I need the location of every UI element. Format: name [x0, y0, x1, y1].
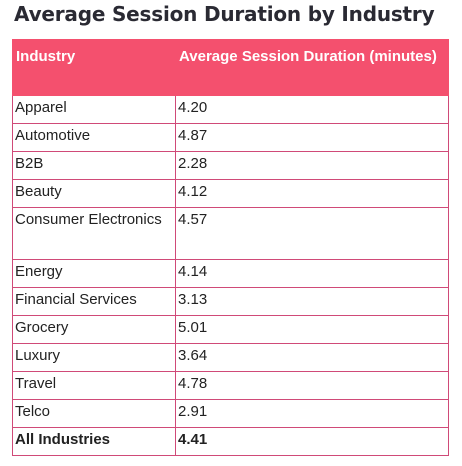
- table-total-row: All Industries 4.41: [12, 427, 449, 456]
- table-row: Consumer Electronics 4.57: [12, 207, 449, 260]
- duration-cell: 2.28: [175, 151, 449, 180]
- industry-cell-total: All Industries: [12, 427, 176, 456]
- industry-cell: Luxury: [12, 343, 176, 372]
- industry-cell: Telco: [12, 399, 176, 428]
- table-row: Automotive 4.87: [12, 123, 449, 152]
- duration-cell-total: 4.41: [175, 427, 449, 456]
- industry-cell: Financial Services: [12, 287, 176, 316]
- duration-cell: 4.20: [175, 95, 449, 124]
- industry-cell: Grocery: [12, 315, 176, 344]
- page-title: Average Session Duration by Industry: [14, 2, 435, 26]
- column-header-duration: Average Session Duration (minutes): [175, 39, 449, 96]
- column-header-industry: Industry: [12, 39, 176, 96]
- industry-cell: Beauty: [12, 179, 176, 208]
- table-row: Grocery 5.01: [12, 315, 449, 344]
- industry-cell: Apparel: [12, 95, 176, 124]
- table-row: Apparel 4.20: [12, 95, 449, 124]
- duration-cell: 3.13: [175, 287, 449, 316]
- industry-cell: Consumer Electronics: [12, 207, 176, 260]
- duration-cell: 2.91: [175, 399, 449, 428]
- duration-cell: 3.64: [175, 343, 449, 372]
- duration-cell: 4.12: [175, 179, 449, 208]
- duration-cell: 4.87: [175, 123, 449, 152]
- duration-cell: 4.14: [175, 259, 449, 288]
- industry-cell: Travel: [12, 371, 176, 400]
- industry-cell: Energy: [12, 259, 176, 288]
- table-row: Beauty 4.12: [12, 179, 449, 208]
- table-row: Luxury 3.64: [12, 343, 449, 372]
- table-row: Financial Services 3.13: [12, 287, 449, 316]
- industry-cell: Automotive: [12, 123, 176, 152]
- duration-cell: 5.01: [175, 315, 449, 344]
- table-row: Telco 2.91: [12, 399, 449, 428]
- table-header-row: Industry Average Session Duration (minut…: [12, 39, 449, 96]
- duration-cell: 4.57: [175, 207, 449, 260]
- industry-table: Industry Average Session Duration (minut…: [12, 39, 449, 456]
- table-row: Energy 4.14: [12, 259, 449, 288]
- table-row: B2B 2.28: [12, 151, 449, 180]
- industry-cell: B2B: [12, 151, 176, 180]
- table-row: Travel 4.78: [12, 371, 449, 400]
- duration-cell: 4.78: [175, 371, 449, 400]
